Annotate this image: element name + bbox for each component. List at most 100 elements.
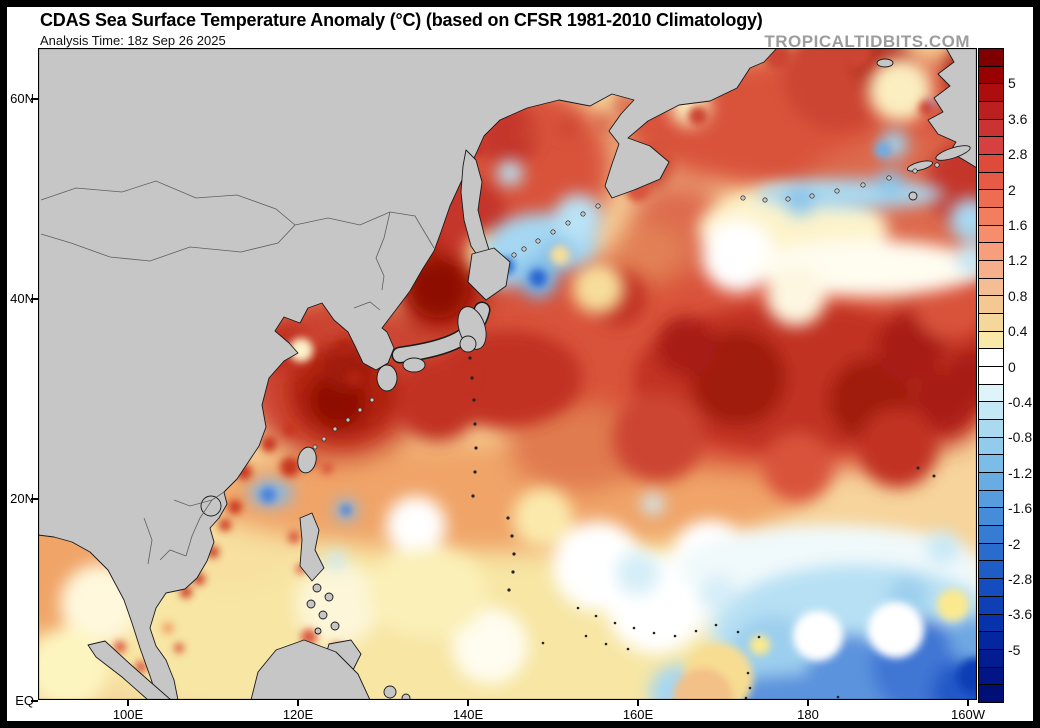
sumatra-island <box>87 640 172 700</box>
alaska-corner <box>927 48 977 169</box>
lon-label: 120E <box>282 707 314 721</box>
colorbar-label: 5 <box>1008 75 1016 92</box>
colorbar-label: 1.6 <box>1008 217 1028 234</box>
colorbar-segment <box>979 66 1003 85</box>
colorbar-segment <box>979 243 1003 262</box>
analysis-time: Analysis Time: 18z Sep 26 2025 <box>40 33 226 48</box>
lat-tick <box>31 700 38 702</box>
hainan-island <box>200 495 222 517</box>
colorbar-segment <box>979 84 1003 103</box>
nunivak-island <box>908 191 918 201</box>
colorbar-label: -0.4 <box>1008 394 1033 411</box>
colorbar-segment <box>979 614 1003 633</box>
colorbar-segment <box>979 473 1003 491</box>
shikoku-island <box>402 357 426 373</box>
map-title: CDAS Sea Surface Temperature Anomaly (°C… <box>40 10 763 30</box>
colorbar-label: -1.2 <box>1008 464 1033 481</box>
colorbar-segment <box>979 543 1003 562</box>
colorbar-segments <box>979 49 1003 702</box>
colorbar-label: -1.6 <box>1008 500 1033 517</box>
colorbar-label: -0.8 <box>1008 429 1033 446</box>
colorbar-segment <box>979 102 1003 120</box>
map-border <box>38 48 977 700</box>
colorbar-segment <box>979 649 1003 668</box>
colorbar-segment <box>979 667 1003 686</box>
taiwan-island <box>297 446 317 474</box>
colorbar-segment <box>979 314 1003 332</box>
lat-label: 40N <box>10 291 34 306</box>
colorbar-segment <box>979 685 1003 702</box>
luzon-island <box>299 512 325 582</box>
lon-tick <box>127 700 129 706</box>
lon-tick <box>637 700 639 706</box>
lat-tick <box>31 298 38 300</box>
land-layer <box>38 48 977 700</box>
colorbar-label: 0.4 <box>1008 323 1028 340</box>
lon-label: 140E <box>452 707 484 721</box>
colorbar-segment <box>979 349 1003 368</box>
lon-tick <box>967 700 969 706</box>
page: CDAS Sea Surface Temperature Anomaly (°C… <box>7 7 1033 721</box>
colorbar-label: 0.8 <box>1008 287 1028 304</box>
colorbar-label: -5 <box>1008 641 1021 658</box>
colorbar-label: 2.8 <box>1008 146 1028 163</box>
hokkaido-island <box>467 247 511 301</box>
lon-tick <box>807 700 809 706</box>
colorbar-segment <box>979 119 1003 138</box>
colorbar-label: -3.6 <box>1008 606 1033 623</box>
st-lawrence-island <box>876 58 894 68</box>
colorbar-segment <box>979 278 1003 297</box>
watermark: TROPICALTIDBITS.COM <box>764 32 970 51</box>
colorbar-label: -2.8 <box>1008 571 1033 588</box>
colorbar-segment <box>979 526 1003 544</box>
colorbar-segment <box>979 561 1003 580</box>
colorbar-segment <box>979 384 1003 403</box>
lon-label: 100E <box>112 707 144 721</box>
lon-label: 160W <box>951 707 985 721</box>
lat-label: 60N <box>10 91 34 106</box>
country-borders <box>40 180 435 565</box>
lat-label: EQ <box>15 693 34 708</box>
colorbar-segment <box>979 172 1003 191</box>
colorbar-segment <box>979 490 1003 509</box>
lat-label: 20N <box>10 491 34 506</box>
colorbar-label: 0 <box>1008 358 1016 375</box>
kyushu-island <box>376 364 398 392</box>
ocean-anomaly-field <box>38 48 977 700</box>
asia-mainland <box>38 48 778 700</box>
colorbar-segment <box>979 155 1003 173</box>
colorbar <box>978 48 1004 703</box>
colorbar-segment <box>979 508 1003 527</box>
colorbar-segment <box>979 208 1003 226</box>
colorbar-segment <box>979 296 1003 315</box>
lat-tick <box>31 498 38 500</box>
colorbar-segment <box>979 420 1003 438</box>
colorbar-segment <box>979 455 1003 474</box>
colorbar-label: -2 <box>1008 535 1021 552</box>
small-atolls <box>468 356 936 700</box>
colorbar-label: 2 <box>1008 181 1016 198</box>
colorbar-segment <box>979 402 1003 421</box>
colorbar-segment <box>979 331 1003 350</box>
colorbar-segment <box>979 579 1003 597</box>
colorbar-label: 1.2 <box>1008 252 1028 269</box>
map-canvas <box>38 48 977 700</box>
lat-tick <box>31 98 38 100</box>
borneo-island <box>250 639 371 700</box>
colorbar-segment <box>979 49 1003 67</box>
lon-label: 180 <box>797 707 819 721</box>
island-chains <box>312 162 940 450</box>
sst-anomaly-map <box>38 48 977 700</box>
colorbar-segment <box>979 596 1003 615</box>
colorbar-segment <box>979 437 1003 456</box>
alaska-peninsula <box>935 145 971 161</box>
colorbar-segment <box>979 137 1003 156</box>
sulawesi <box>383 685 397 699</box>
colorbar-segment <box>979 190 1003 209</box>
colorbar-segment <box>979 632 1003 650</box>
colorbar-segment <box>979 225 1003 244</box>
colorbar-segment <box>979 261 1003 279</box>
lon-label: 160E <box>622 707 654 721</box>
lon-tick <box>297 700 299 706</box>
